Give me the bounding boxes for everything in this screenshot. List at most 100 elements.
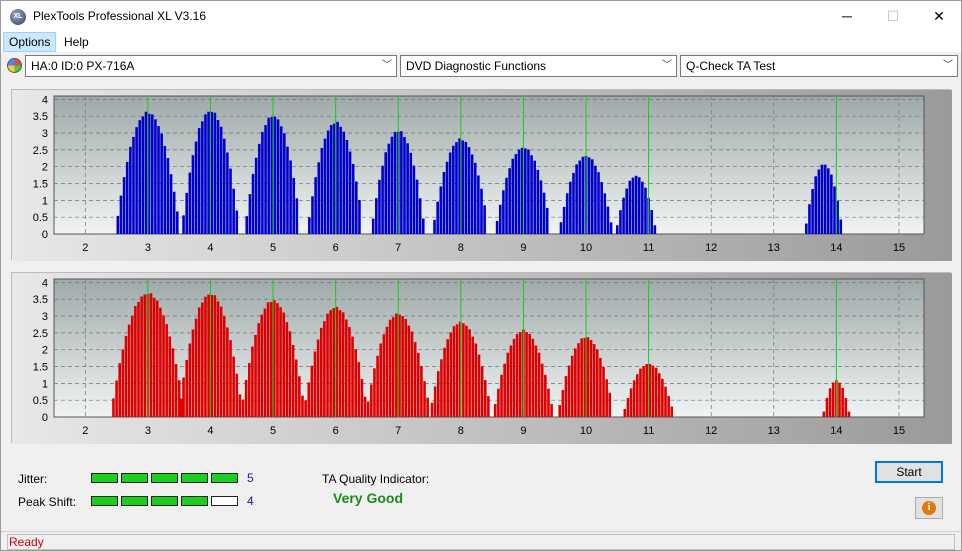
data-bar [407,325,411,417]
jitter-meter-segment [91,473,118,483]
data-bar [600,181,603,234]
data-bar [254,334,257,417]
data-bar [508,168,511,234]
data-bar [503,363,506,417]
maximize-button[interactable]: ☐ [886,8,900,24]
data-bar [311,196,314,234]
data-bar [583,337,587,417]
data-bar [251,346,254,417]
data-bar [381,165,384,234]
data-bar [642,366,645,417]
data-bar [400,131,403,234]
function-select[interactable]: DVD Diagnostic Functions ﹀ [400,55,677,77]
data-bar [130,315,134,417]
close-button[interactable]: ✕ [933,8,945,24]
drive-select[interactable]: HA:0 ID:0 PX-716A ﹀ [25,55,397,77]
peak-shift-label: Peak Shift: [18,495,77,509]
info-button[interactable]: i [915,497,943,519]
data-bar [602,366,605,417]
test-select[interactable]: Q-Check TA Test ﹀ [680,55,958,77]
start-button[interactable]: Start [875,461,943,483]
data-bar [480,366,484,417]
data-bar [371,218,375,234]
data-bar [805,223,808,234]
data-bar [137,302,140,417]
data-bar [442,171,446,234]
data-bar [487,396,490,417]
x-tick-label: 8 [458,242,464,254]
y-tick-label: 0.5 [33,212,48,224]
data-bar [385,326,389,417]
data-bar [528,334,531,417]
data-bar [634,175,638,234]
data-bar [308,217,311,234]
data-bar [276,303,279,417]
data-bar [292,177,296,234]
data-bar [140,296,143,417]
chevron-down-icon: ﹀ [382,60,392,71]
app-logo-icon: XL [10,9,26,25]
x-tick-label: 15 [893,425,905,437]
x-tick-label: 2 [82,425,88,437]
data-bar [648,363,652,417]
data-bar [257,323,260,417]
data-bar [232,188,235,234]
data-bar [235,373,239,417]
peak-shift-meter-segment [181,496,208,506]
x-tick-label: 4 [207,242,213,254]
data-bar [333,123,336,234]
data-bar [298,376,301,417]
title-bar: XL PlexTools Professional XL V3.16 ─ ☐ ✕ [1,1,961,32]
data-bar [437,371,440,417]
data-bar [413,342,417,417]
data-bar [373,368,376,417]
data-bar [637,177,641,234]
data-bar [539,180,543,234]
data-bar [445,161,449,234]
data-bar [836,200,839,234]
data-bar [533,160,536,234]
minimize-button[interactable]: ─ [842,8,852,24]
menu-options[interactable]: Options [3,32,57,52]
peak-shift-meter-segment [91,496,118,506]
data-bar [470,154,474,234]
ta-chart-bottom: 4 3.5 3 2.5 2 1.5 1 0.5 0 2 3 4 5 6 7 8 9 10 11 12 13 14 15 [11,272,952,444]
data-bar [204,114,207,234]
data-bar [285,322,289,417]
data-bar [204,296,207,417]
data-bar [279,126,283,234]
data-bar [338,310,342,417]
data-bar [124,335,128,417]
data-bar [401,316,404,417]
data-bar [169,174,173,234]
x-tick-label: 9 [520,425,526,437]
peak-shift-value: 4 [247,494,254,508]
data-bar [351,336,354,417]
data-bar [248,194,252,234]
data-bar [839,219,843,234]
menu-help[interactable]: Help [64,35,89,49]
data-bar [165,324,168,417]
x-tick-label: 3 [145,242,151,254]
data-bar [464,141,468,234]
data-bar [452,326,456,417]
data-bar [393,131,397,234]
data-bar [348,151,352,234]
data-bar [817,169,821,234]
data-bar [575,164,578,234]
data-bar [135,127,138,234]
data-bar [493,404,497,417]
data-bar [335,306,339,417]
x-tick-label: 10 [580,425,592,437]
data-bar [458,138,461,234]
data-bar [820,164,824,234]
data-bar [477,354,481,417]
peak-shift-meter-segment [151,496,178,506]
jitter-meter-segment [181,473,208,483]
chevron-down-icon: ﹀ [943,60,953,71]
data-bar [191,329,195,417]
data-bar [524,148,527,234]
data-bar [483,205,486,234]
data-bar [572,172,575,234]
data-bar [345,140,349,234]
